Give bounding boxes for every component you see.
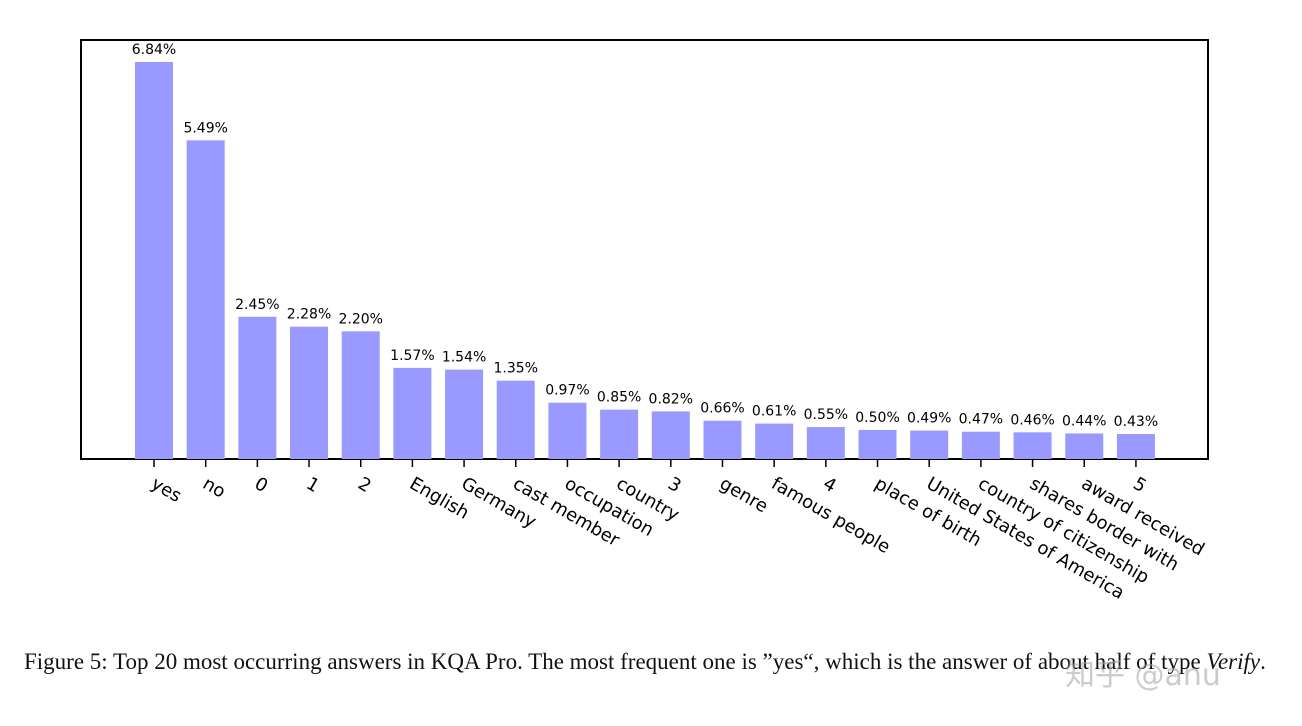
bar <box>135 62 173 459</box>
bar <box>548 402 587 459</box>
bar <box>393 367 432 459</box>
plot-frame <box>80 39 1209 460</box>
bar <box>496 380 535 459</box>
chart: 6.84%yes5.49%no2.45%02.28%12.20%21.57%En… <box>80 39 1209 604</box>
value-label: 2.45% <box>235 297 279 313</box>
bar <box>186 140 225 459</box>
value-label: 0.43% <box>1114 414 1158 430</box>
value-label: 1.57% <box>390 348 434 364</box>
x-tick-label: 1 <box>303 473 323 497</box>
value-label: 0.49% <box>907 411 951 427</box>
value-label: 0.50% <box>855 410 899 426</box>
bar <box>341 331 380 459</box>
value-label: 0.55% <box>804 407 848 423</box>
x-tick-label: 2 <box>354 473 374 497</box>
bar <box>755 423 794 459</box>
bar <box>1116 434 1155 459</box>
bar <box>703 420 742 459</box>
value-label: 2.28% <box>287 307 331 323</box>
bar <box>651 411 690 459</box>
x-tick-label: 0 <box>251 473 271 497</box>
x-tick-label: yes <box>148 473 185 507</box>
bar <box>445 369 484 459</box>
x-tick-label: genre <box>716 473 772 517</box>
x-tick-label: no <box>199 473 229 502</box>
value-label: 0.66% <box>700 401 744 417</box>
bar <box>806 427 845 459</box>
bar <box>910 430 949 459</box>
watermark: 知乎 @anu <box>1065 658 1221 693</box>
value-label: 0.46% <box>1010 412 1054 428</box>
caption-end: . <box>1260 649 1266 674</box>
value-label: 2.20% <box>338 311 382 327</box>
x-tick-label: 3 <box>664 473 684 497</box>
value-label: 5.49% <box>183 120 227 136</box>
bar <box>290 326 329 459</box>
value-label: 0.44% <box>1062 413 1106 429</box>
bar <box>238 316 277 459</box>
value-label: 6.84% <box>132 42 176 58</box>
bar <box>961 431 1000 459</box>
bar <box>600 409 639 459</box>
x-tick-label: 4 <box>819 473 839 497</box>
caption: Figure 5: Top 20 most occurring answers … <box>24 646 1286 677</box>
value-label: 1.35% <box>494 361 538 377</box>
x-tick-label: 5 <box>1129 473 1149 497</box>
caption-text: Figure 5: Top 20 most occurring answers … <box>24 649 1207 674</box>
bar <box>858 429 897 459</box>
value-label: 0.82% <box>649 391 693 407</box>
value-label: 0.61% <box>752 404 796 420</box>
value-label: 0.97% <box>545 383 589 399</box>
caption-emphasis: Verify <box>1206 649 1261 674</box>
bar <box>1065 433 1104 459</box>
value-label: 0.85% <box>597 390 641 406</box>
value-label: 0.47% <box>959 412 1003 428</box>
bar <box>1013 432 1052 459</box>
value-label: 1.54% <box>442 350 486 366</box>
